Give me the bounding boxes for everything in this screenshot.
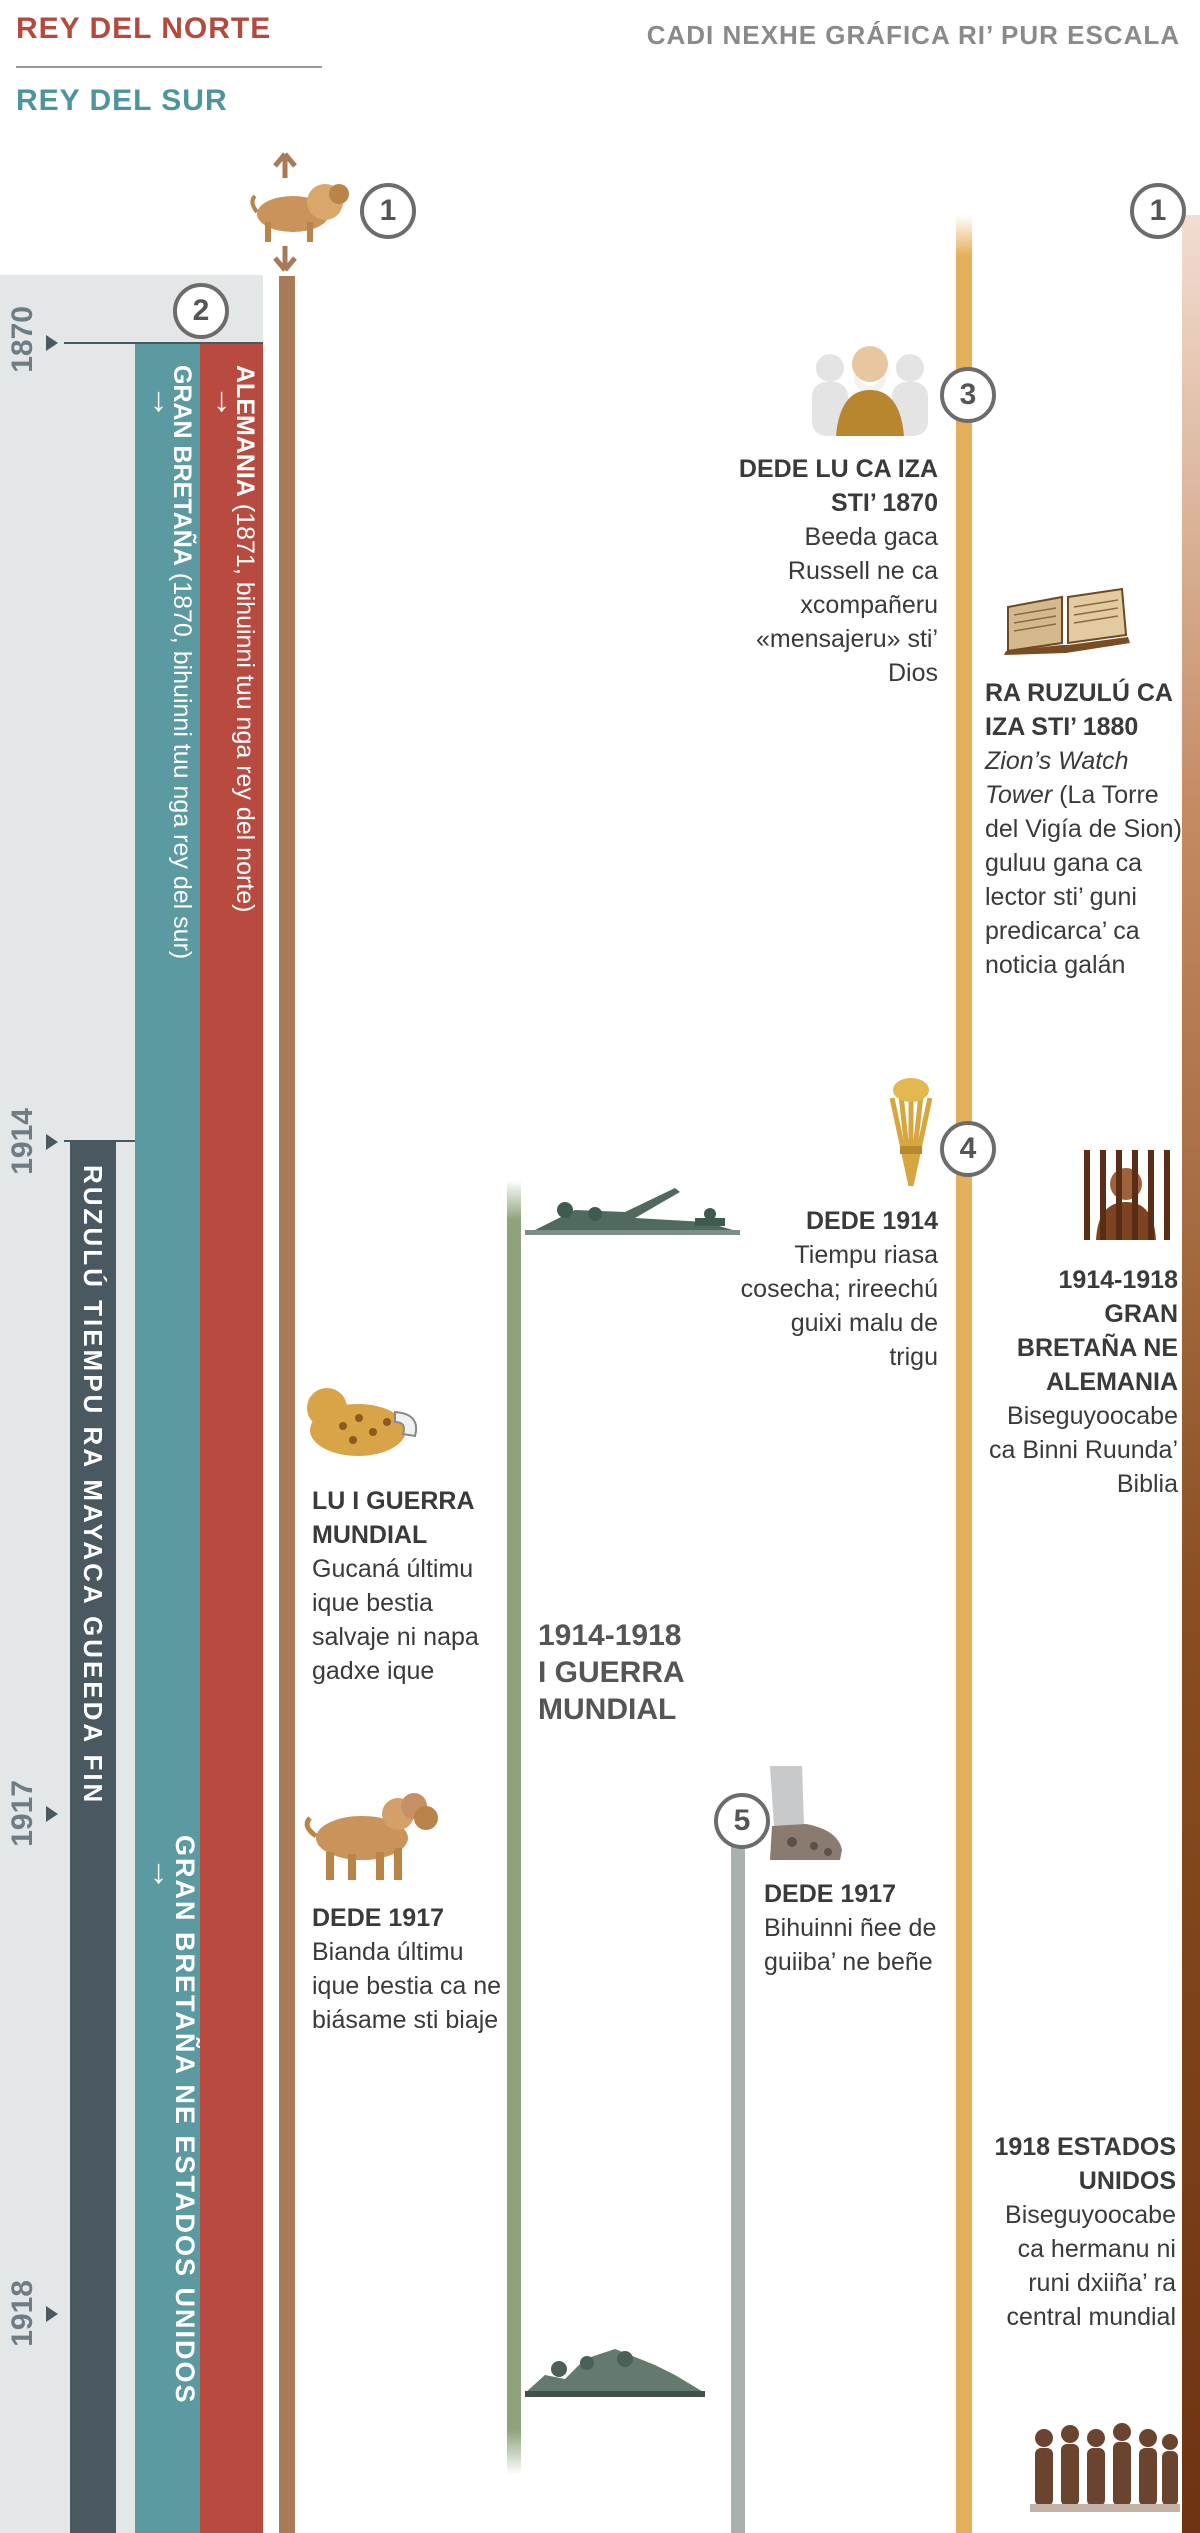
event-1880-body: (La Torre del Vigía de Sion) guluu gana …: [985, 781, 1182, 979]
event-1917-feet-title: DEDE 1917: [764, 1880, 897, 1908]
beast-timeline: [279, 276, 295, 2533]
event-1914-title: DEDE 1914: [805, 1207, 938, 1235]
event-1914-1918-body: Biseguyoocabe ca Binni Ruu­nda’ Biblia: [988, 1402, 1178, 1498]
preaching-timeline: [1182, 215, 1200, 2533]
event-1880-publication: Zion’s Watch Tower: [985, 747, 1129, 809]
germany-detail: (1871, bihuinni tuu nga rey del norte): [231, 496, 259, 913]
group-of-brothers-icon: [1030, 2423, 1180, 2512]
marker-1-right: 1: [1130, 183, 1186, 239]
lion-beast-icon: [250, 152, 349, 272]
event-1917-beast-title: DEDE 1917: [312, 1904, 445, 1932]
composite-beast-icon: [304, 1793, 438, 1880]
war-label: 1914-1918 I GUERRA MUNDIAL: [538, 1619, 684, 1726]
last-days-bar: [70, 1140, 116, 2533]
event-1914-1918-title: 1914-1918 GRAN BRETAÑA NE ALEMANIA: [1016, 1266, 1178, 1396]
iron-clay-feet-icon: [770, 1766, 842, 1860]
year-1918-pointer: [46, 2306, 58, 2322]
messenger-timeline: [956, 215, 972, 2533]
event-1917-feet-body: Bihuinni ñee de guiiba’ ne beñe: [764, 1914, 937, 1976]
event-1870-body: Beeda gaca Russell ne ca xcompañeru «men…: [755, 523, 938, 687]
year-1870: 1870: [6, 306, 39, 373]
year-1914: 1914: [6, 1108, 39, 1175]
event-1870-title: DEDE LU CA IZA STI’ 1870: [738, 455, 938, 517]
britain-us-arrow: ↓: [150, 1853, 169, 1891]
marker-3: 3: [940, 367, 996, 423]
year-1917: 1917: [6, 1780, 39, 1847]
war-timeline: [507, 1180, 521, 2475]
year-1870-pointer: [46, 335, 58, 351]
britain-us-label: GRAN BRETAÑA NE ESTADOS UNIDOS ↓: [150, 1835, 200, 2405]
germany-bar: [200, 343, 263, 2533]
header-divider: [16, 66, 322, 68]
soldiers-artillery-bottom-icon: [525, 2349, 705, 2397]
event-1914: DEDE 1914 Tiempu riasa cosecha; rireechú…: [740, 1204, 938, 1374]
last-days-label: RUZULÚ TIEMPU RA MAYACA GUEEDA FIN: [78, 1165, 108, 1806]
event-1917-beast-body: Bianda últimu ique bestia ca ne biásame …: [312, 1938, 502, 2034]
britain-us-name: GRAN BRETAÑA NE ESTADOS UNIDOS: [170, 1835, 200, 2405]
germany-arrow: ↓: [213, 381, 230, 419]
north-king-title: REY DEL NORTE: [16, 12, 272, 45]
britain-name: GRAN BRETAÑA: [168, 365, 196, 566]
leopard-beast-icon: [307, 1388, 417, 1456]
event-1917-beast: DEDE 1917 Bianda últimu ique bestia ca n…: [312, 1901, 502, 2037]
germany-label: ALEMANIA (1871, bihuinni tuu nga rey del…: [213, 365, 259, 913]
russell-portrait-icon: [812, 346, 928, 436]
event-1917-feet: DEDE 1917 Bihuinni ñee de guiiba’ ne beñ…: [764, 1877, 944, 1979]
event-ww1-beast-title: LU I GUERRA MUNDIAL: [312, 1487, 474, 1549]
prisoner-behind-bars-icon: [1084, 1150, 1170, 1240]
feet-timeline: [731, 1815, 745, 2533]
marker-4: 4: [940, 1121, 996, 1177]
event-1880-title: RA RUZULÚ CA IZA STI’ 1880: [985, 679, 1173, 741]
marker-5: 5: [714, 1793, 770, 1849]
south-king-title: REY DEL SUR: [16, 84, 228, 117]
britain-label: GRAN BRETAÑA (1870, bihuinni tuu nga rey…: [150, 365, 196, 959]
year-1918: 1918: [6, 2280, 39, 2347]
marker-2: 2: [173, 283, 229, 339]
britain-arrow: ↓: [150, 381, 167, 419]
event-1914-1918: 1914-1918 GRAN BRETAÑA NE ALEMANIA Biseg…: [980, 1263, 1178, 1501]
event-ww1-beast: LU I GUERRA MUNDIAL Gucaná últimu ique b…: [312, 1484, 502, 1688]
year-1917-pointer: [46, 1806, 58, 1822]
event-1880: RA RUZULÚ CA IZA STI’ 1880 Zion’s Watch …: [985, 676, 1185, 982]
rule-1914: [64, 1140, 135, 1142]
germany-name: ALEMANIA: [231, 365, 259, 497]
wheat-sheaf-icon: [889, 1078, 933, 1186]
event-1918-title: 1918 ESTADOS UNIDOS: [994, 2133, 1176, 2195]
scale-note: CADI NEXHE GRÁFICA RI’ PUR ESCALA: [646, 20, 1180, 50]
event-1870: DEDE LU CA IZA STI’ 1870 Beeda gaca Russ…: [730, 452, 938, 690]
event-1918: 1918 ESTADOS UNIDOS Biseguyoocabe ca her…: [980, 2130, 1176, 2334]
open-book-icon: [1004, 587, 1130, 655]
britain-detail: (1870, bihuinni tuu nga rey del sur): [168, 565, 196, 960]
marker-1-left: 1: [360, 183, 416, 239]
event-1918-body: Biseguyoocabe ca hermanu ni runi dxiiña’…: [1005, 2201, 1176, 2331]
britain-bar: [135, 343, 200, 2533]
soldiers-artillery-top-icon: [525, 1188, 740, 1235]
event-1914-body: Tiempu riasa cosecha; rireechú guixi mal…: [740, 1241, 938, 1371]
year-1914-pointer: [46, 1134, 58, 1150]
rule-1870: [64, 342, 263, 344]
event-ww1-beast-body: Gucaná últimu ique bestia salvaje ni nap…: [312, 1555, 479, 1685]
